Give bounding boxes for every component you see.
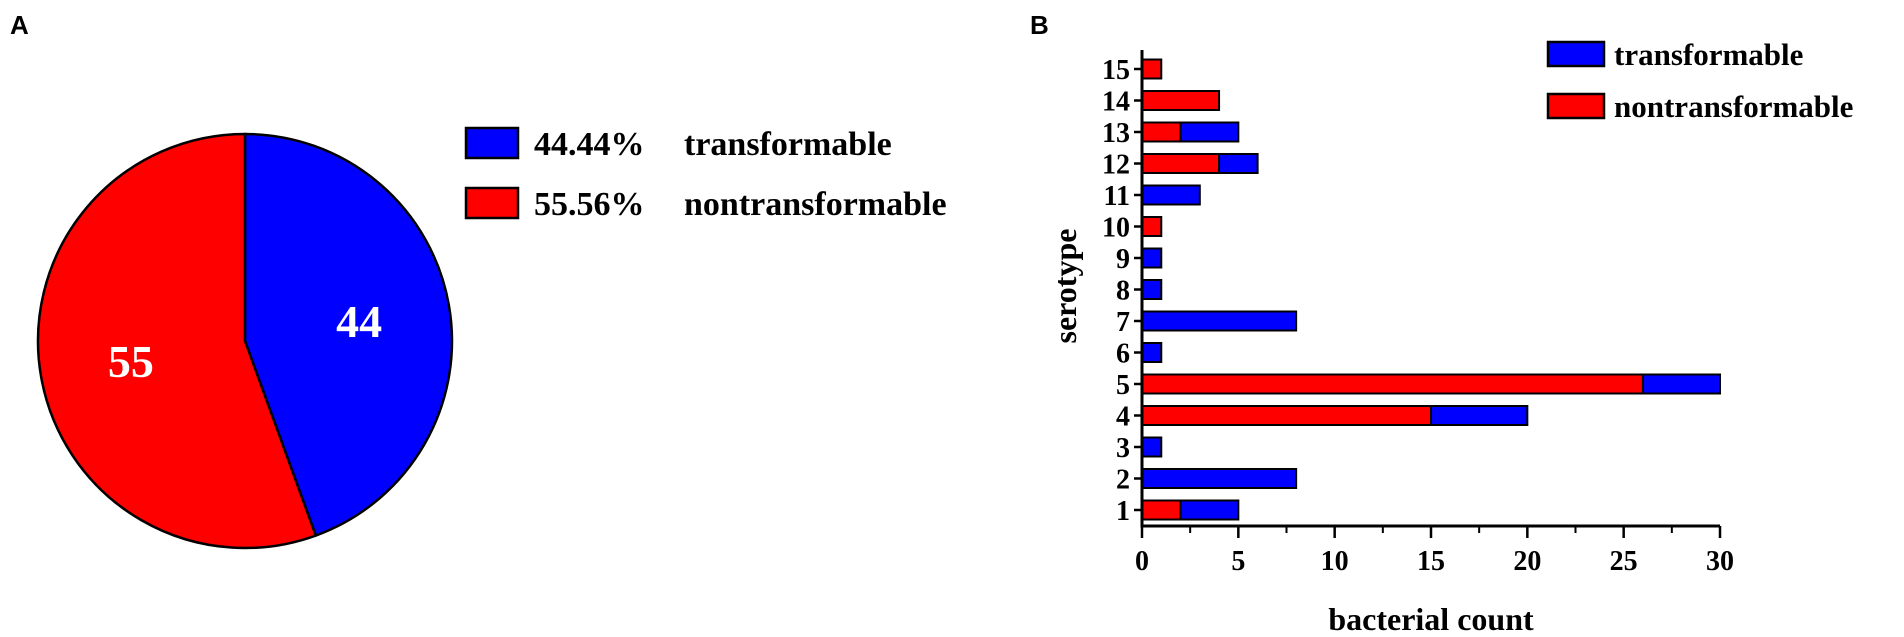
bar-nontransformable-serotype-13: [1141, 121, 1182, 143]
y-tick-label-3: 3: [1116, 433, 1130, 464]
bar-transformable-serotype-6: [1141, 342, 1163, 363]
x-axis-title: bacterial count: [1328, 601, 1534, 637]
bar-legend-swatch-transformable: [1546, 40, 1606, 68]
bar-transformable-serotype-8: [1141, 279, 1163, 300]
bar-transformable-serotype-1: [1179, 499, 1240, 521]
bar-nontransformable-serotype-1: [1141, 499, 1182, 521]
bar-transformable-serotype-2: [1141, 468, 1298, 489]
bar-legend-label-nontransformable: nontransformable: [1614, 89, 1853, 124]
bar-transformable-serotype-9: [1141, 247, 1163, 269]
pie-legend-swatch-nontransformable: [464, 186, 520, 220]
y-tick-label-7: 7: [1116, 307, 1130, 338]
y-tick-label-1: 1: [1116, 496, 1130, 527]
x-tick-label-0: 0: [1135, 546, 1149, 577]
bar-legend-swatch-nontransformable: [1546, 92, 1606, 120]
pie-slice-nontransformable: [36, 132, 318, 550]
y-tick-label-10: 10: [1102, 213, 1130, 244]
pie-legend-percent-transformable: 44.44%: [534, 126, 645, 163]
x-tick-label-20: 20: [1513, 546, 1541, 577]
bar-nontransformable-serotype-5: [1141, 373, 1644, 395]
bar-nontransformable-serotype-14: [1141, 90, 1221, 111]
bar-transformable-serotype-11: [1141, 184, 1201, 206]
y-tick-label-8: 8: [1116, 276, 1130, 307]
y-tick-label-13: 13: [1102, 118, 1130, 149]
y-tick-label-2: 2: [1116, 465, 1130, 496]
y-tick-label-15: 15: [1102, 55, 1130, 86]
x-tick-label-5: 5: [1231, 546, 1245, 577]
y-tick-label-12: 12: [1102, 150, 1130, 181]
bar-nontransformable-serotype-10: [1141, 216, 1163, 237]
bar-transformable-serotype-12: [1218, 153, 1259, 174]
y-tick-label-11: 11: [1104, 181, 1130, 212]
pie-label-transformable: 44: [336, 296, 382, 347]
pie-legend-label-nontransformable: nontransformable: [684, 186, 947, 223]
x-tick-label-25: 25: [1610, 546, 1638, 577]
pie-legend-percent-nontransformable: 55.56%: [534, 186, 645, 223]
x-tick-label-10: 10: [1321, 546, 1349, 577]
bar-transformable-serotype-13: [1179, 121, 1240, 143]
y-tick-label-14: 14: [1102, 87, 1130, 118]
pie-slice-transformable: [243, 132, 454, 537]
bar-nontransformable-serotype-15: [1141, 58, 1163, 80]
bar-transformable-serotype-3: [1141, 436, 1163, 458]
y-tick-label-5: 5: [1116, 370, 1130, 401]
bar-transformable-serotype-5: [1641, 373, 1722, 395]
bar-transformable-serotype-4: [1430, 405, 1529, 426]
x-tick-label-15: 15: [1417, 546, 1445, 577]
panel-label-b: B: [1030, 10, 1049, 40]
bar-nontransformable-serotype-12: [1141, 153, 1221, 174]
panel-label-a: A: [10, 10, 29, 40]
bar-legend-label-transformable: transformable: [1614, 37, 1803, 72]
pie-legend-swatch-transformable: [464, 126, 520, 160]
pie-label-nontransformable: 55: [108, 336, 154, 387]
y-tick-label-6: 6: [1116, 339, 1130, 370]
bar-transformable-serotype-7: [1141, 310, 1298, 332]
pie-legend-label-transformable: transformable: [684, 126, 892, 163]
y-tick-label-4: 4: [1116, 402, 1130, 433]
y-axis-title: serotype: [1047, 229, 1083, 344]
bar-nontransformable-serotype-4: [1141, 405, 1432, 426]
y-tick-label-9: 9: [1116, 244, 1130, 275]
x-tick-label-30: 30: [1706, 546, 1734, 577]
